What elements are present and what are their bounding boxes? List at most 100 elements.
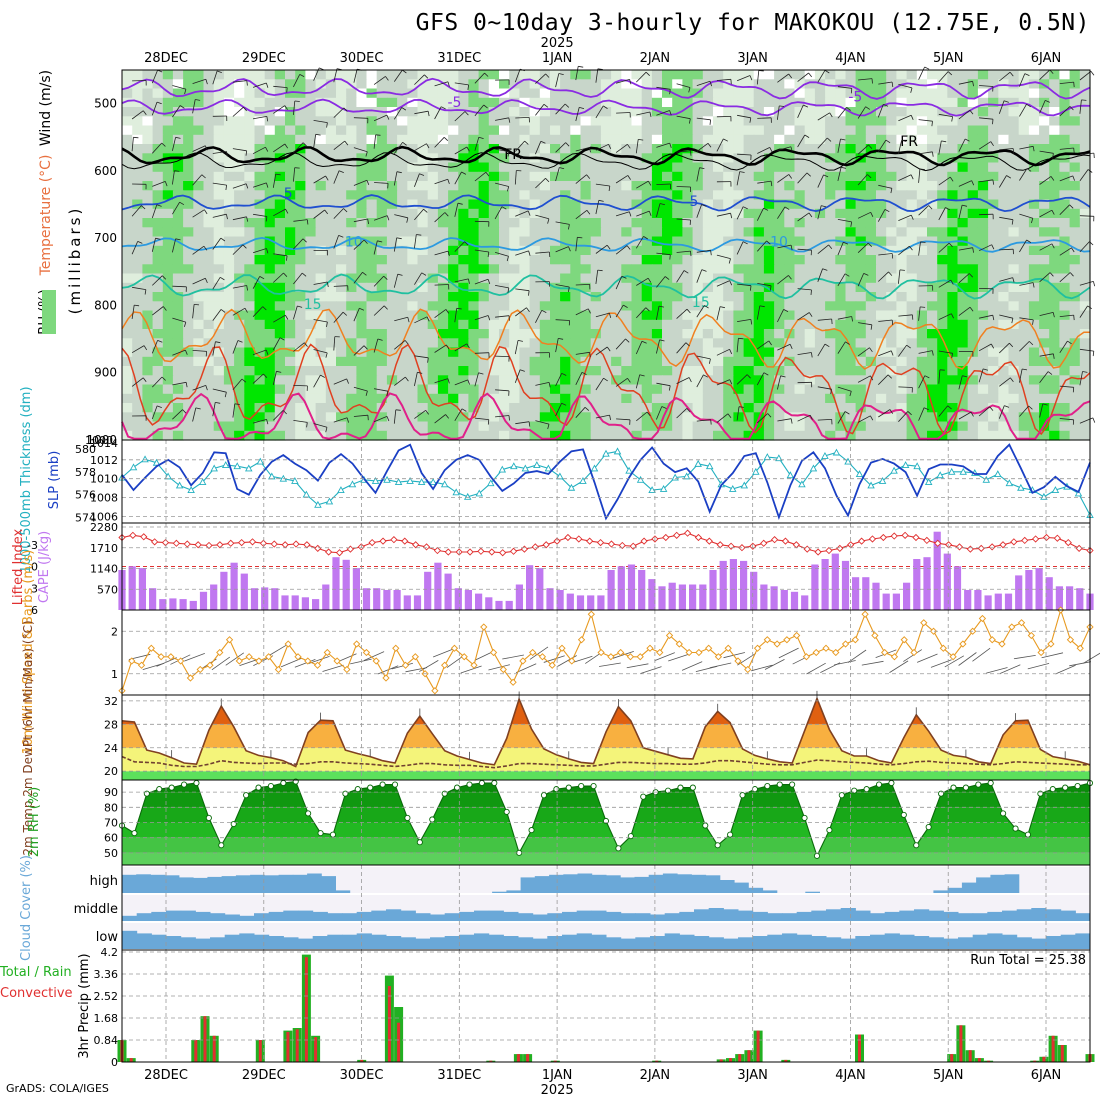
rh-cell [499, 384, 510, 395]
wind-barb-flag [363, 345, 368, 350]
wind-barb-flag [710, 419, 712, 425]
rh-cell [162, 347, 174, 358]
rh-cell [876, 79, 887, 90]
rh-cell [519, 236, 531, 247]
rh-cell [274, 430, 286, 441]
rh-cell [1039, 366, 1050, 376]
rh-cell [152, 236, 164, 247]
wind-barb [595, 68, 599, 83]
rh-cell [336, 282, 347, 293]
rh-cell [386, 329, 398, 339]
rh-cell [560, 375, 571, 386]
rh-cell [600, 366, 612, 376]
rh-cell [560, 255, 571, 265]
rh-cell [193, 319, 205, 330]
rh-cell [132, 319, 143, 330]
rh-cell [1069, 125, 1081, 136]
wind-barb-flag [989, 406, 994, 411]
wind-barb [151, 405, 158, 420]
rh-cell [417, 218, 429, 228]
rh-cell [244, 107, 256, 117]
rh-cell [203, 329, 215, 339]
wind-barb-flag [1053, 353, 1055, 359]
rh-cell [448, 218, 459, 228]
rh-cell [142, 116, 154, 127]
rh-cell [499, 190, 510, 201]
rh-cell [1018, 319, 1030, 330]
wind-barb-flag [558, 73, 564, 75]
wind-barb-flag [133, 136, 139, 139]
wind-barb [636, 71, 647, 83]
wind-barb-flag [1026, 168, 1032, 172]
wind-barb [454, 146, 468, 155]
wind-barb-flag [581, 371, 587, 375]
wind-barb [434, 81, 449, 87]
rh-cell [478, 134, 490, 145]
rh-cell [285, 310, 296, 321]
rh-cell [539, 292, 551, 302]
wind-barb [414, 208, 424, 221]
rh-cell [315, 273, 327, 284]
rh-cell [550, 393, 561, 404]
rh-cell [407, 403, 419, 413]
rh-cell [600, 292, 612, 302]
wind-barb [293, 167, 296, 182]
wind-barb-flag [338, 235, 344, 238]
rh-cell [223, 218, 235, 228]
rh-cell [651, 347, 663, 358]
rh-cell [244, 347, 256, 358]
rh-cell [631, 412, 643, 423]
rh-cell [600, 144, 612, 154]
rh-cell [804, 116, 816, 127]
rh-cell [876, 144, 887, 154]
wind-barb-flag [947, 71, 953, 76]
wind-barb [857, 415, 871, 423]
wind-barb [877, 139, 887, 153]
rh-cell [386, 162, 398, 173]
rh-cell [386, 190, 398, 201]
rh-cell [325, 255, 337, 265]
rh-cell [825, 218, 836, 228]
rh-cell [550, 245, 561, 256]
wind-barb [756, 208, 764, 221]
wind-barb-flag [397, 273, 403, 276]
rh-cell [203, 88, 215, 99]
rh-cell [1008, 116, 1020, 127]
rh-cell [407, 412, 419, 423]
rh-cell [814, 153, 826, 164]
rh-cell [794, 227, 806, 238]
rh-cell [1049, 292, 1060, 302]
rh-cell [713, 393, 724, 404]
rh-cell [437, 134, 449, 145]
rh-cell [132, 356, 143, 367]
rh-cell [183, 273, 194, 284]
rh-cell [1059, 171, 1071, 182]
rh-cell [234, 236, 245, 247]
rh-cell [142, 134, 154, 145]
rh-cell [509, 403, 520, 413]
rh-cell [488, 282, 500, 293]
rh-cell [254, 88, 266, 99]
rh-cell [305, 301, 317, 312]
rh-cell [937, 107, 948, 117]
rh-cell [407, 162, 419, 173]
wind-barb-flag [767, 413, 772, 418]
rh-cell [509, 97, 520, 108]
rh-cell [957, 88, 969, 99]
wind-barb [898, 344, 907, 357]
rh-cell [876, 319, 887, 330]
rh-cell [1008, 208, 1020, 219]
rh-cell [774, 153, 785, 164]
rh-cell [162, 384, 174, 395]
rh-cell [152, 338, 164, 349]
thickness-point [636, 475, 645, 483]
rh-cell [876, 384, 887, 395]
rh-cell [550, 338, 561, 349]
rh-cell [927, 153, 938, 164]
rh-cell [448, 292, 459, 302]
rh-cell [600, 125, 612, 136]
date-label-top: 2JAN [640, 51, 671, 66]
wind-barb-flag [589, 352, 591, 358]
rh-cell [998, 153, 1010, 164]
rh-cell [1008, 273, 1020, 284]
